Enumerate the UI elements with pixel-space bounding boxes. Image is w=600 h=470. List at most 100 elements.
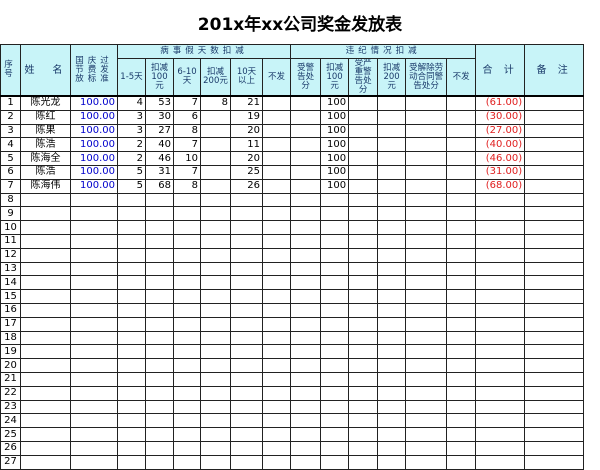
cell-d10[interactable]: 20 [230, 151, 263, 166]
cell-empty[interactable] [446, 247, 477, 263]
cell-w100[interactable]: 100 [320, 151, 350, 166]
cell-empty[interactable] [475, 385, 526, 401]
cell-empty[interactable] [446, 427, 477, 442]
cell-d10[interactable]: 19 [230, 109, 263, 125]
cell-empty[interactable] [70, 220, 118, 235]
cell-empty[interactable] [348, 220, 379, 235]
cell-empty[interactable] [200, 233, 231, 249]
cell-empty[interactable] [475, 413, 526, 429]
cell-no[interactable]: 24 [0, 413, 21, 429]
cell-empty[interactable] [475, 344, 526, 360]
cell-empty[interactable] [200, 399, 231, 415]
cell-empty[interactable] [173, 413, 201, 429]
cell-empty[interactable] [290, 427, 322, 442]
cell-empty[interactable] [230, 206, 263, 222]
cell-d1[interactable]: 3 [117, 123, 146, 139]
cell-empty[interactable] [377, 385, 407, 401]
cell-d1[interactable]: 4 [117, 95, 146, 111]
cell-empty[interactable] [20, 385, 71, 401]
cell-no[interactable]: 23 [0, 399, 21, 415]
cell-empty[interactable] [117, 206, 146, 222]
cell-empty[interactable] [145, 261, 174, 277]
cell-empty[interactable] [320, 344, 350, 360]
cell-empty[interactable] [70, 371, 118, 387]
cell-empty[interactable] [145, 247, 174, 263]
cell-empty[interactable] [200, 220, 231, 235]
cell-empty[interactable] [70, 330, 118, 346]
cell-empty[interactable] [405, 220, 448, 235]
cell-empty[interactable] [320, 289, 350, 304]
cell-a100[interactable]: 27 [145, 123, 174, 139]
cell-empty[interactable] [446, 151, 477, 166]
cell-empty[interactable] [290, 302, 322, 318]
cell-empty[interactable] [230, 399, 263, 415]
cell-empty[interactable] [261, 137, 292, 153]
cell-empty[interactable] [524, 344, 585, 360]
cell-empty[interactable] [524, 261, 585, 277]
cell-name[interactable]: 陈海伟 [20, 178, 71, 194]
cell-w100[interactable]: 100 [320, 123, 350, 139]
cell-empty[interactable] [405, 330, 448, 346]
cell-empty[interactable] [70, 385, 118, 401]
cell-empty[interactable] [70, 344, 118, 360]
cell-no[interactable]: 3 [0, 123, 21, 139]
cell-empty[interactable] [117, 220, 146, 235]
cell-empty[interactable] [145, 358, 174, 373]
cell-empty[interactable] [230, 302, 263, 318]
cell-d1[interactable]: 5 [117, 178, 146, 194]
cell-empty[interactable] [145, 413, 174, 429]
cell-empty[interactable] [348, 164, 379, 180]
cell-a100[interactable]: 46 [145, 151, 174, 166]
cell-no[interactable]: 13 [0, 261, 21, 277]
cell-empty[interactable] [200, 206, 231, 222]
cell-empty[interactable] [475, 358, 526, 373]
cell-empty[interactable] [290, 123, 322, 139]
cell-empty[interactable] [200, 247, 231, 263]
cell-empty[interactable] [524, 289, 585, 304]
cell-empty[interactable] [320, 399, 350, 415]
cell-empty[interactable] [117, 454, 146, 470]
cell-empty[interactable] [377, 440, 407, 456]
cell-a200[interactable] [200, 109, 231, 125]
cell-empty[interactable] [117, 302, 146, 318]
cell-empty[interactable] [117, 192, 146, 208]
cell-name[interactable]: 陈果 [20, 123, 71, 139]
cell-empty[interactable] [20, 413, 71, 429]
cell-empty[interactable] [320, 385, 350, 401]
cell-no[interactable]: 20 [0, 358, 21, 373]
cell-empty[interactable] [524, 151, 585, 166]
cell-empty[interactable] [320, 440, 350, 456]
cell-name[interactable]: 陈浩 [20, 137, 71, 153]
cell-empty[interactable] [230, 344, 263, 360]
cell-empty[interactable] [20, 371, 71, 387]
cell-empty[interactable] [20, 454, 71, 470]
cell-empty[interactable] [524, 220, 585, 235]
cell-empty[interactable] [290, 413, 322, 429]
cell-empty[interactable] [446, 220, 477, 235]
cell-empty[interactable] [261, 109, 292, 125]
cell-empty[interactable] [405, 358, 448, 373]
cell-empty[interactable] [145, 316, 174, 332]
cell-empty[interactable] [200, 302, 231, 318]
cell-empty[interactable] [377, 233, 407, 249]
cell-empty[interactable] [200, 330, 231, 346]
cell-empty[interactable] [173, 302, 201, 318]
cell-d10[interactable]: 21 [230, 95, 263, 111]
cell-total[interactable]: (27.00) [475, 123, 526, 139]
cell-empty[interactable] [446, 206, 477, 222]
cell-empty[interactable] [261, 454, 292, 470]
cell-a200[interactable] [200, 178, 231, 194]
cell-empty[interactable] [290, 454, 322, 470]
cell-empty[interactable] [475, 302, 526, 318]
cell-empty[interactable] [261, 206, 292, 222]
cell-empty[interactable] [475, 427, 526, 442]
cell-empty[interactable] [405, 302, 448, 318]
cell-empty[interactable] [200, 454, 231, 470]
cell-empty[interactable] [200, 371, 231, 387]
cell-empty[interactable] [405, 247, 448, 263]
cell-no[interactable]: 5 [0, 151, 21, 166]
cell-empty[interactable] [405, 137, 448, 153]
cell-empty[interactable] [377, 178, 407, 194]
cell-d6[interactable]: 7 [173, 95, 201, 111]
cell-empty[interactable] [70, 413, 118, 429]
